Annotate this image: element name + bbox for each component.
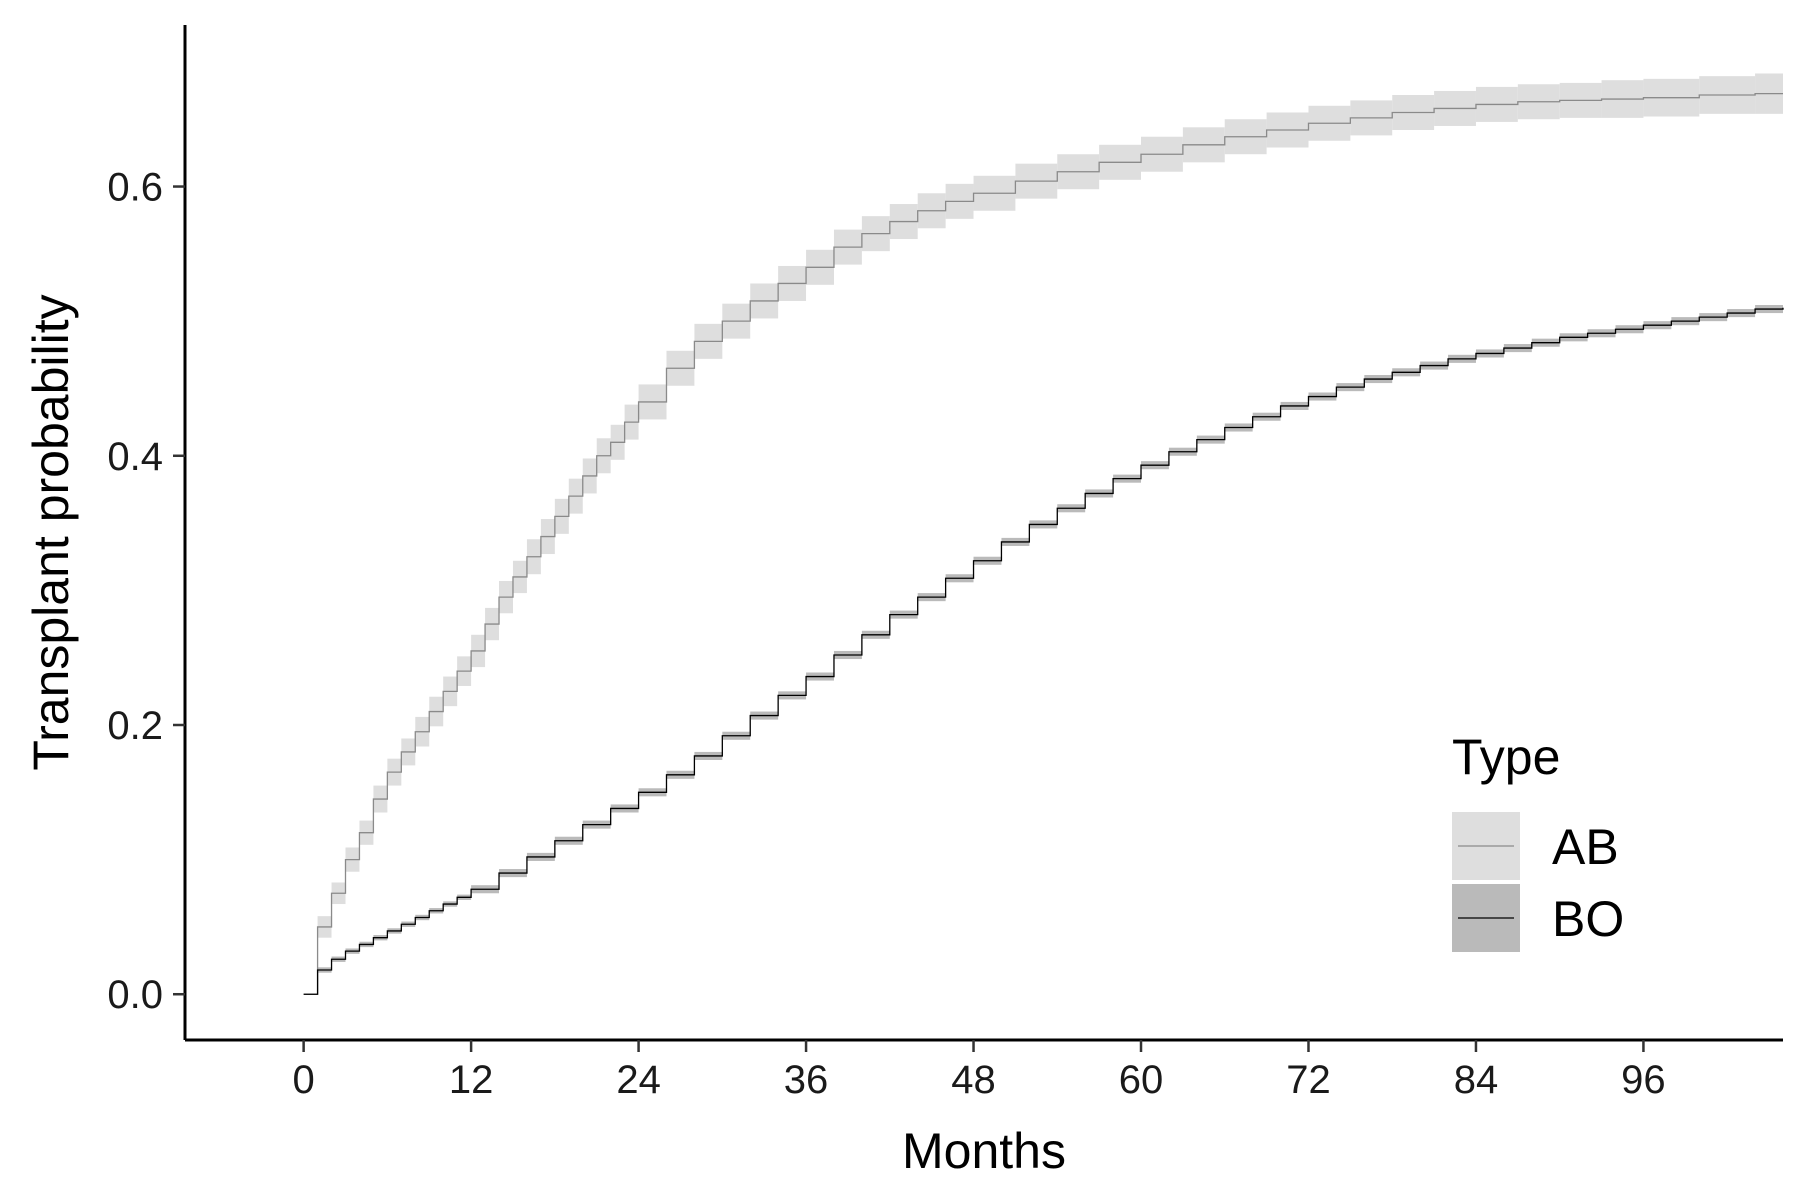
legend-title: Type: [1452, 729, 1560, 785]
series-line-ab: [303, 93, 1783, 995]
x-tick-label: 0: [293, 1058, 315, 1102]
legend-label-ab: AB: [1552, 819, 1619, 875]
x-tick-label: 36: [784, 1058, 829, 1102]
legend-items: AB BO: [1452, 812, 1624, 952]
axes: [183, 25, 1783, 1042]
y-tick-label: 0.6: [107, 166, 163, 210]
legend-label-bo: BO: [1552, 891, 1624, 947]
x-tick-label: 72: [1286, 1058, 1331, 1102]
x-tick-label: 24: [616, 1058, 661, 1102]
y-tick-label: 0.4: [107, 435, 163, 479]
x-tick-label: 96: [1621, 1058, 1666, 1102]
x-tick-label: 12: [449, 1058, 494, 1102]
y-axis-title: Transplant probability: [23, 294, 79, 770]
y-tick-label: 0.2: [107, 704, 163, 748]
legend: Type AB BO: [1452, 729, 1624, 952]
y-tick-label: 0.0: [107, 973, 163, 1017]
ticks: 0 12 24 36 48 60 72 84 96 0.0 0.2 0.4 0.6: [107, 166, 1665, 1102]
series-lines: [303, 93, 1784, 995]
x-tick-label: 48: [951, 1058, 996, 1102]
series-line-bo: [303, 307, 1784, 995]
x-axis-title: Months: [902, 1123, 1066, 1179]
x-tick-label: 84: [1454, 1058, 1499, 1102]
x-tick-label: 60: [1119, 1058, 1164, 1102]
